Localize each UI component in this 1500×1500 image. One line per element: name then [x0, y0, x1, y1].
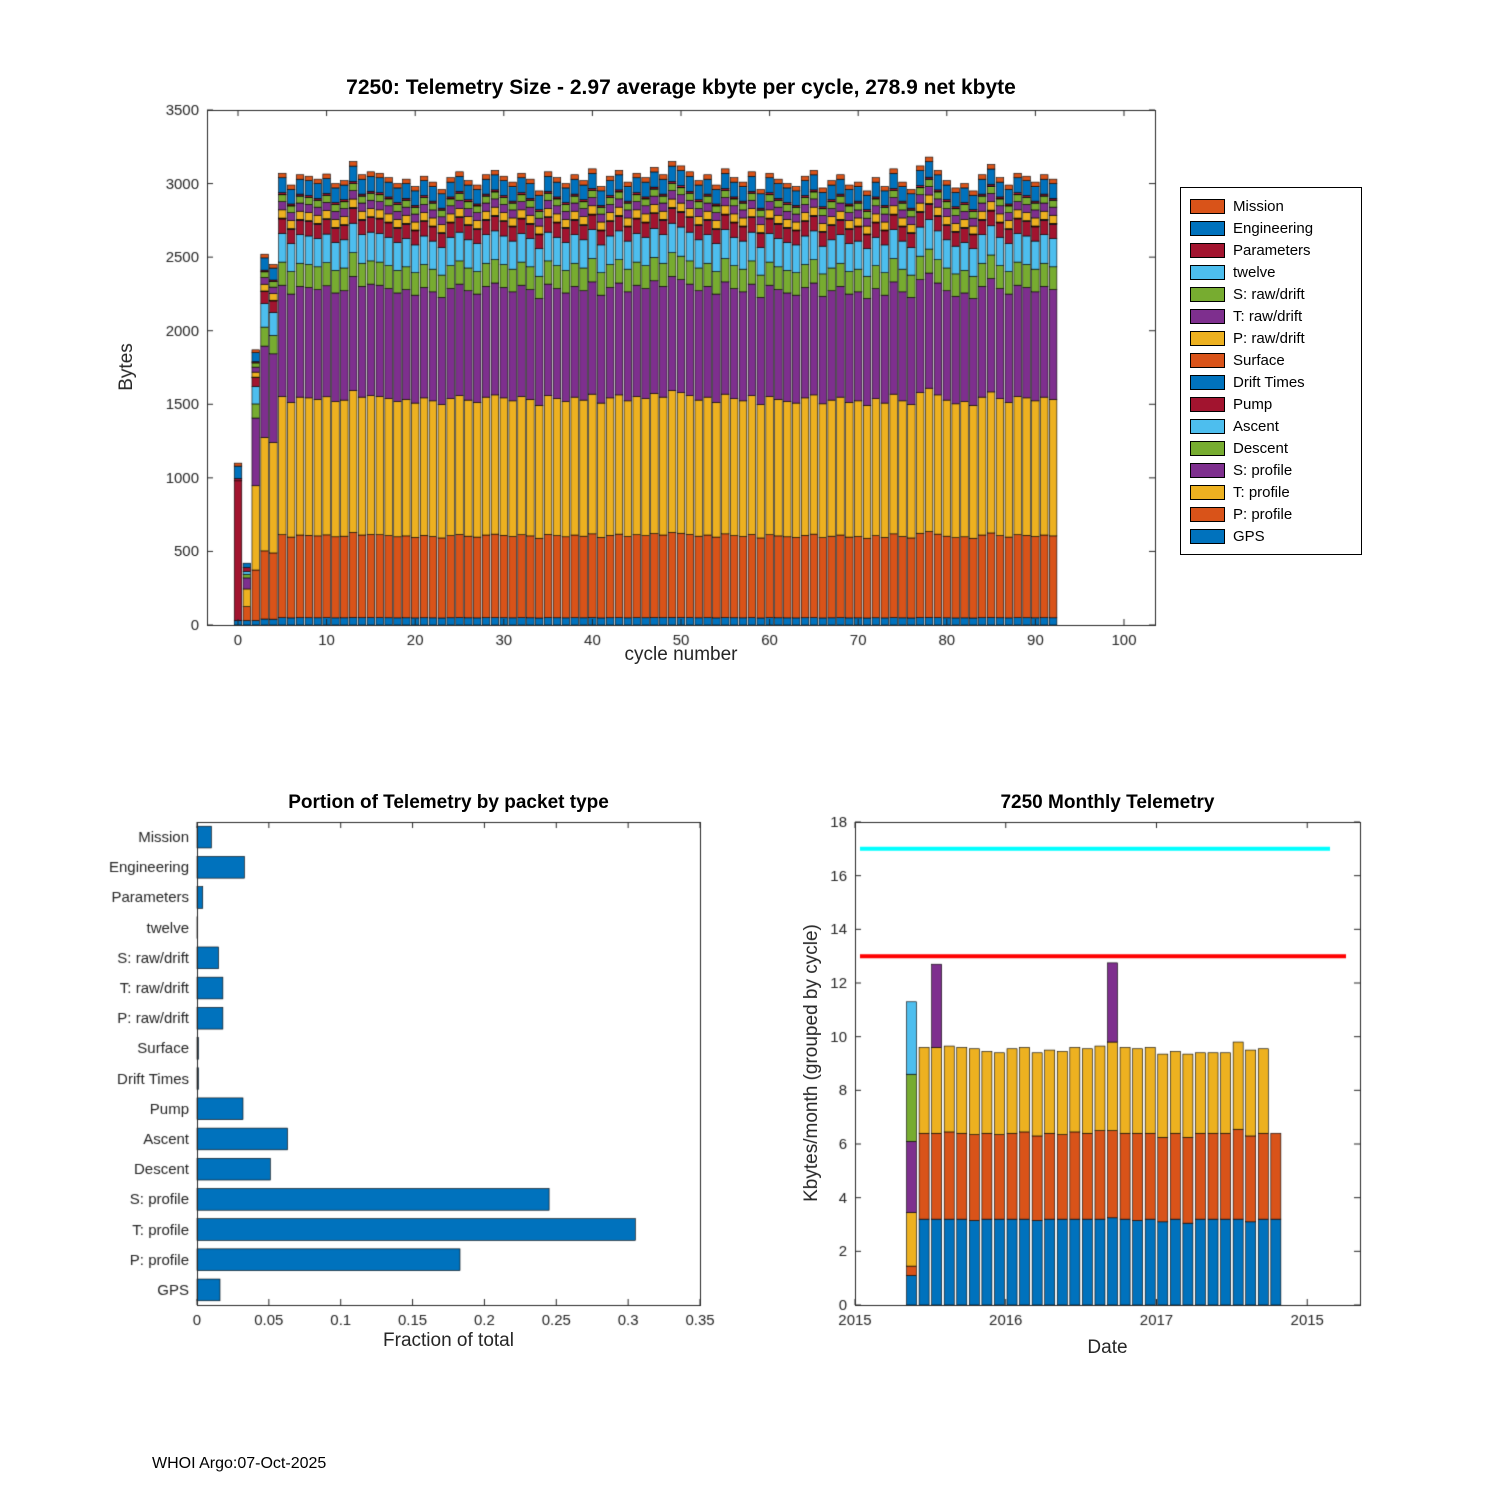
legend-item: P: raw/drift: [1190, 327, 1352, 349]
legend-label: Parameters: [1233, 241, 1311, 259]
legend-swatch: [1190, 374, 1225, 390]
legend-item: Surface: [1190, 349, 1352, 371]
legend-swatch: [1190, 484, 1225, 500]
legend-label: Ascent: [1233, 417, 1279, 435]
legend-item: Ascent: [1190, 415, 1352, 437]
portion-chart-title: Portion of Telemetry by packet type: [288, 792, 609, 813]
legend-item: T: raw/drift: [1190, 305, 1352, 327]
legend-item: S: profile: [1190, 459, 1352, 481]
legend-swatch: [1190, 352, 1225, 368]
monthly-chart-title: 7250 Monthly Telemetry: [1000, 792, 1215, 813]
legend-label: Mission: [1233, 197, 1284, 215]
legend-label: P: raw/drift: [1233, 329, 1305, 347]
legend-label: GPS: [1233, 527, 1265, 545]
legend-label: twelve: [1233, 263, 1276, 281]
legend-item: Descent: [1190, 437, 1352, 459]
legend-item: Mission: [1190, 195, 1352, 217]
telemetry-size-title: 7250: Telemetry Size - 2.97 average kbyt…: [346, 76, 1016, 99]
legend-swatch: [1190, 198, 1225, 214]
legend-swatch: [1190, 286, 1225, 302]
telemetry-size-xlabel: cycle number: [624, 644, 738, 665]
legend-swatch: [1190, 462, 1225, 478]
legend-swatch: [1190, 220, 1225, 236]
legend-label: Engineering: [1233, 219, 1314, 237]
legend-item: Drift Times: [1190, 371, 1352, 393]
legend-swatch: [1190, 396, 1225, 412]
legend-label: P: profile: [1233, 505, 1293, 523]
monthly-chart-ylabel: Kbytes/month (grouped by cycle): [801, 924, 822, 1202]
legend-item: Pump: [1190, 393, 1352, 415]
legend-swatch: [1190, 264, 1225, 280]
legend-item: Engineering: [1190, 217, 1352, 239]
legend-label: S: raw/drift: [1233, 285, 1305, 303]
legend-swatch: [1190, 308, 1225, 324]
legend-item: GPS: [1190, 525, 1352, 547]
packet-type-legend: Mission Engineering Parameters twelve S: raw…: [1180, 187, 1362, 555]
legend-label: S: profile: [1233, 461, 1293, 479]
legend-swatch: [1190, 330, 1225, 346]
legend-item: Parameters: [1190, 239, 1352, 261]
legend-label: Drift Times: [1233, 373, 1305, 391]
legend-item: S: raw/drift: [1190, 283, 1352, 305]
telemetry-size-ylabel: Bytes: [116, 343, 137, 391]
legend-label: Descent: [1233, 439, 1289, 457]
legend-label: T: profile: [1233, 483, 1290, 501]
portion-chart-xlabel: Fraction of total: [383, 1330, 514, 1351]
legend-swatch: [1190, 440, 1225, 456]
legend-item: P: profile: [1190, 503, 1352, 525]
legend-item: twelve: [1190, 261, 1352, 283]
footer-watermark: WHOI Argo:07-Oct-2025: [152, 1455, 327, 1472]
legend-item: T: profile: [1190, 481, 1352, 503]
legend-label: T: raw/drift: [1233, 307, 1303, 325]
legend-label: Pump: [1233, 395, 1273, 413]
legend-swatch: [1190, 418, 1225, 434]
monthly-chart-xlabel: Date: [1087, 1337, 1128, 1358]
legend-swatch: [1190, 506, 1225, 522]
legend-swatch: [1190, 528, 1225, 544]
legend-label: Surface: [1233, 351, 1285, 369]
legend-swatch: [1190, 242, 1225, 258]
